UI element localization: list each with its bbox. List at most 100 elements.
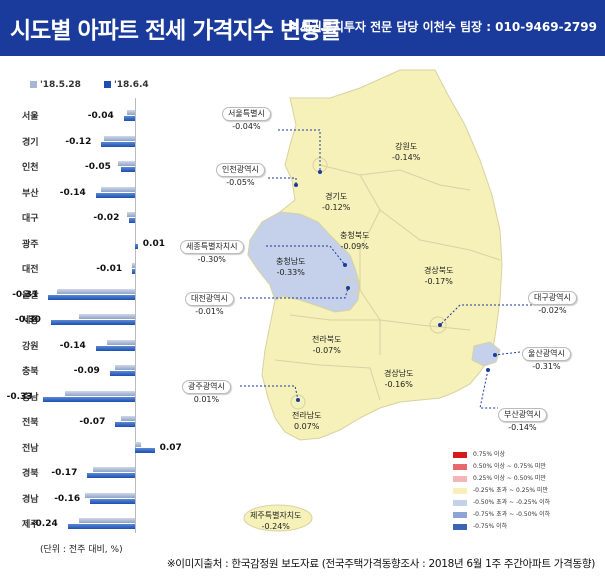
map-label: 충청남도 -0.33% — [276, 256, 305, 278]
category-label: 대전 — [22, 265, 39, 275]
bar-old — [101, 186, 135, 192]
bar-new — [87, 473, 135, 478]
legend-item-new: '18.6.4 — [104, 80, 149, 90]
map-region-jeju — [243, 504, 313, 532]
bar-value-label: -0.33 — [6, 391, 33, 402]
map-label: 세종특별자치시 -0.30% — [180, 240, 244, 266]
bar-value-label: -0.04 — [87, 111, 114, 121]
scale-row: 0.25% 이상 ~ 0.50% 미만 — [453, 475, 546, 483]
map-label: 경상남도 -0.16% — [384, 368, 413, 390]
map-label: 강원도 -0.14% — [392, 141, 420, 163]
category-label: 충북 — [22, 367, 39, 377]
header-banner: 시도별 아파트 전세 가격지수 변동률 역세권토지투자 전문 담당 이천수 팀장… — [0, 0, 605, 56]
map-label: 전라북도 -0.07% — [312, 334, 341, 356]
map-city-daejeon — [344, 278, 360, 294]
category-label: 부산 — [22, 188, 39, 199]
category-label: 전남 — [22, 443, 39, 454]
map-label-value: 0.07% — [294, 422, 320, 431]
map-label-name: 대전광역시 — [185, 292, 234, 306]
scale-swatch — [453, 487, 467, 494]
bar-old — [115, 365, 135, 370]
scale-label: 0.75% 이상 — [473, 451, 506, 458]
scale-label: -0.50% 초과 ~ -0.25% 이하 — [473, 499, 551, 506]
bar-value-label: -0.14 — [59, 340, 86, 351]
scale-label: -0.75% 이하 — [473, 523, 508, 530]
map-label-name: 광주광역시 — [182, 380, 231, 394]
map-label-name: 경기도 — [325, 192, 348, 201]
category-label: 충남 — [22, 392, 39, 403]
bar-value-label: -0.31 — [12, 289, 39, 300]
map-city-gwangju — [290, 394, 306, 410]
map-label-value: -0.30% — [197, 255, 226, 264]
scale-label: 0.50% 이상 ~ 0.75% 미만 — [473, 463, 546, 470]
bar-old — [79, 518, 135, 523]
category-label: 제주 — [22, 520, 39, 530]
map-label-value: -0.04% — [232, 122, 261, 131]
map-label-value: -0.24% — [261, 522, 290, 531]
map-label: 제주특별자치도 -0.24% — [250, 510, 302, 532]
map-label-value: -0.16% — [384, 380, 413, 389]
scale-swatch — [453, 475, 467, 482]
map-label-value: 0.01% — [193, 395, 220, 404]
scale-row: -0.75% 이하 — [453, 523, 507, 531]
map-label: 부산광역시 -0.14% — [498, 408, 547, 434]
map-label-name: 울산광역시 — [522, 347, 571, 361]
map-label-name: 서울특별시 — [222, 107, 271, 121]
chart-unit-note: (단위 : 전주 대비, %) — [40, 545, 123, 555]
legend-label-old: '18.5.28 — [40, 80, 81, 90]
legend-swatch-new — [104, 81, 111, 88]
scale-row: -0.75% 초과 ~ -0.50% 이하 — [453, 511, 550, 519]
image-source: ※이미지출처 : 한국감정원 보도자료 (전국주택가격동향조사 : 2018년 … — [166, 558, 595, 570]
map-label-name: 전라북도 — [312, 335, 342, 344]
bar-new — [90, 498, 135, 504]
map-label-name: 부산광역시 — [498, 408, 547, 422]
map-label-value: -0.31% — [532, 362, 561, 371]
scale-swatch — [453, 463, 467, 470]
bar-value-label: -0.12 — [65, 136, 92, 147]
bar-new — [51, 320, 135, 325]
bar-old — [126, 110, 135, 115]
scale-label: 0.25% 이상 ~ 0.50% 미만 — [473, 475, 546, 482]
bar-value-label: -0.05 — [85, 162, 111, 172]
map-label: 서울특별시 -0.04% — [222, 107, 271, 133]
bar-new — [129, 218, 135, 223]
map-label-name: 충청북도 — [340, 231, 370, 240]
map-label-value: -0.01% — [195, 307, 224, 316]
map-label: 충청북도 -0.09% — [340, 230, 369, 252]
map-label-value: -0.12% — [322, 203, 351, 212]
map-region-chungnam — [247, 211, 361, 313]
bar-value-label: 0.01 — [142, 238, 166, 249]
category-label: 세종 — [22, 316, 39, 326]
map-label: 전라남도 0.07% — [292, 410, 321, 432]
bar-value-label: -0.17 — [51, 468, 78, 478]
map-label-name: 경상북도 — [424, 266, 454, 275]
map-label: 인천광역시 -0.05% — [216, 163, 265, 189]
bar-value-label: -0.16 — [54, 493, 81, 504]
bar-value-label: -0.01 — [96, 264, 123, 274]
scale-label: -0.25% 초과 ~ 0.25% 미만 — [473, 487, 549, 494]
map-label-name: 대구광역시 — [528, 291, 577, 305]
category-label: 인천 — [22, 163, 39, 173]
scale-row: 0.50% 이상 ~ 0.75% 미만 — [453, 463, 546, 471]
scale-row: -0.25% 초과 ~ 0.25% 미만 — [453, 487, 548, 495]
bar-new — [115, 422, 135, 427]
scale-label: -0.75% 초과 ~ -0.50% 이하 — [473, 511, 551, 518]
category-label: 전북 — [22, 418, 39, 428]
map-label-value: -0.14% — [392, 153, 421, 162]
map-label-name: 인천광역시 — [216, 163, 265, 177]
bar-new — [67, 524, 135, 529]
map-label-value: -0.14% — [508, 423, 537, 432]
map-label-value: -0.09% — [340, 242, 369, 251]
map-label-name: 충청남도 — [276, 257, 306, 266]
bar-value-label: -0.07 — [79, 417, 106, 427]
bar-old — [118, 161, 135, 166]
bar-new — [132, 269, 135, 274]
category-label: 경북 — [22, 469, 39, 479]
bar-value-label: -0.09 — [73, 366, 100, 376]
bar-value-label: -0.30 — [15, 315, 41, 325]
map-label: 대전광역시 -0.01% — [185, 292, 234, 318]
bar-new — [123, 116, 135, 121]
bar-old — [84, 492, 135, 498]
bar-new — [42, 396, 135, 402]
